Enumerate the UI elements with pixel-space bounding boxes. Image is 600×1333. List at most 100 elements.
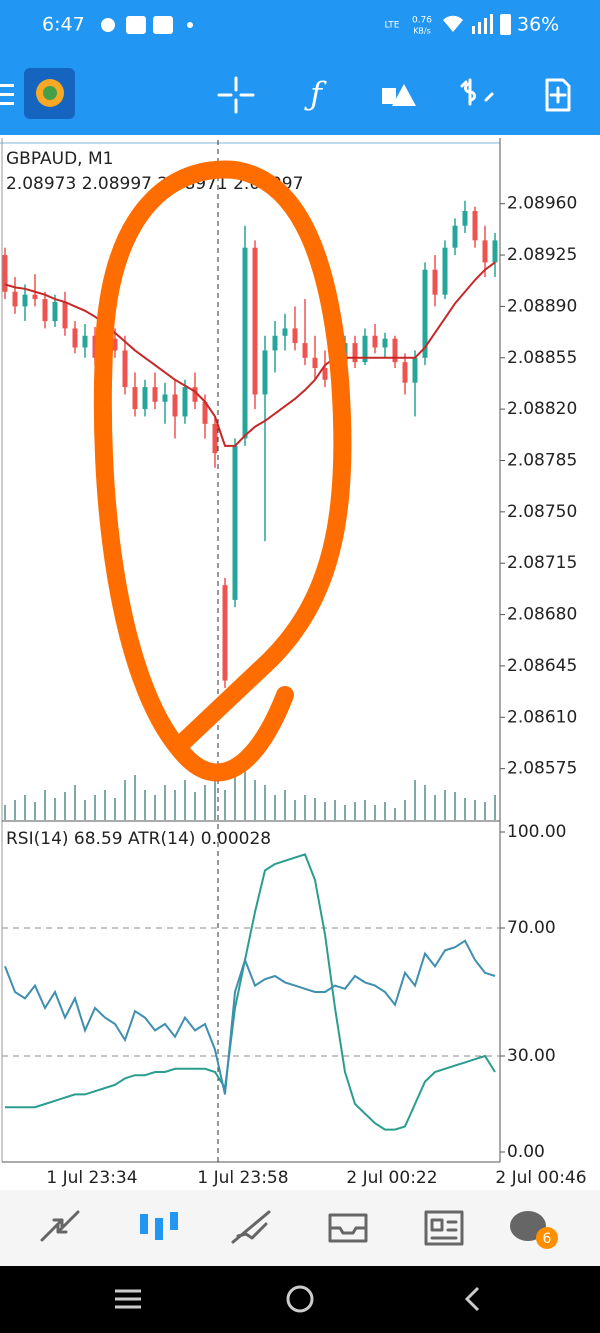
volume-bar [244, 760, 246, 820]
volume-bar [324, 802, 326, 820]
volume-bar [434, 795, 436, 820]
volume-bar [204, 785, 206, 820]
y-tick-label: 2.08960 [507, 194, 577, 214]
volume-bar [184, 780, 186, 820]
line-series [5, 853, 496, 1131]
candle-body [12, 291, 18, 307]
candle-body [272, 335, 278, 351]
candle-body [242, 247, 248, 439]
volume-bar [214, 770, 216, 820]
volume-bar [64, 792, 66, 820]
news-tab[interactable] [424, 1210, 464, 1246]
candle-body [442, 247, 448, 295]
candle-body [202, 401, 208, 424]
volume-bar [394, 808, 396, 820]
candle-body [122, 350, 128, 388]
volume-bar [464, 798, 466, 820]
volume-bar [54, 798, 56, 820]
chart-tab[interactable] [140, 1212, 178, 1240]
volume-bar [154, 795, 156, 820]
y-tick-label: 30.00 [507, 1046, 556, 1066]
x-tick-label: 2 Jul 00:22 [346, 1168, 437, 1188]
volume-bar [234, 775, 236, 820]
candle-body [362, 335, 368, 363]
candle-body [182, 387, 188, 417]
volume-bar [74, 785, 76, 820]
quotes-tab[interactable] [40, 1210, 80, 1242]
candle-body [262, 350, 268, 395]
system-buttons[interactable] [115, 1285, 480, 1313]
notification-icons [101, 16, 193, 34]
y-tick-label: 2.08890 [507, 296, 577, 316]
candle-body [292, 328, 298, 344]
y-tick-label: 100.00 [507, 822, 566, 842]
candle-body [492, 240, 498, 263]
system-nav [0, 1266, 600, 1333]
net-speed: 0.76 [412, 16, 432, 26]
y-tick-label: 2.08645 [507, 656, 577, 676]
indicators-tool[interactable]: ƒ [304, 75, 327, 113]
candle-body [302, 343, 308, 358]
volume-bar [224, 790, 226, 820]
signal-icons [443, 14, 511, 35]
candle-body [432, 269, 438, 295]
volume-bar [474, 800, 476, 820]
volume-bar [174, 790, 176, 820]
candle-body [132, 387, 138, 410]
y-tick-label: 2.08715 [507, 553, 577, 573]
candle-body [22, 294, 28, 307]
volume-bar [414, 780, 416, 820]
volume-bar [454, 792, 456, 820]
line-series [4, 261, 496, 447]
volume-bar [484, 802, 486, 820]
volume-bar [264, 785, 266, 820]
candle-body [92, 335, 98, 358]
candle-body [2, 255, 8, 292]
x-tick-label: 2 Jul 00:46 [495, 1168, 586, 1188]
volume-bar [24, 795, 26, 820]
volume-bar [364, 800, 366, 820]
volume-bar [104, 790, 106, 820]
symbol-title: GBPAUD, M1 [6, 149, 113, 169]
volume-bar [334, 800, 336, 820]
volume-bar [254, 780, 256, 820]
volume-bar [14, 800, 16, 820]
chat-tab[interactable] [510, 1211, 558, 1249]
history-tab[interactable] [328, 1213, 368, 1243]
candle-body [422, 269, 428, 358]
volume-bar [194, 792, 196, 820]
candle-body [32, 294, 38, 300]
volume-bar [274, 795, 276, 820]
volume-bar [294, 800, 296, 820]
y-tick-label: 2.08925 [507, 245, 577, 265]
candle-body [312, 357, 318, 369]
app-icon[interactable] [24, 68, 75, 119]
candle-body [62, 302, 68, 329]
volume-bar [34, 802, 36, 820]
volume-bar [404, 800, 406, 820]
crosshair-tool[interactable] [217, 76, 255, 114]
y-tick-label: 2.08680 [507, 605, 577, 625]
volume-bar [134, 775, 136, 820]
new-order-tool[interactable] [545, 78, 571, 112]
volume-bar [94, 795, 96, 820]
volume-bar [444, 790, 446, 820]
menu-button[interactable] [0, 84, 14, 105]
candle-body [142, 387, 148, 410]
y-tick-label: 2.08575 [507, 759, 577, 779]
volume-bar [164, 785, 166, 820]
candle-body [412, 357, 418, 383]
candle-body [112, 338, 118, 351]
trade-tab[interactable] [231, 1210, 271, 1244]
volume-bar [44, 790, 46, 820]
candle-body [192, 387, 198, 402]
net-speed-unit: KB/s [413, 27, 431, 36]
trade-tool[interactable] [460, 78, 494, 106]
candle-body [152, 387, 158, 402]
objects-tool[interactable] [382, 84, 416, 106]
candle-body [72, 328, 78, 348]
volume-bar [84, 800, 86, 820]
bottom-nav [0, 1190, 600, 1266]
clock: 6:47 [42, 14, 85, 36]
